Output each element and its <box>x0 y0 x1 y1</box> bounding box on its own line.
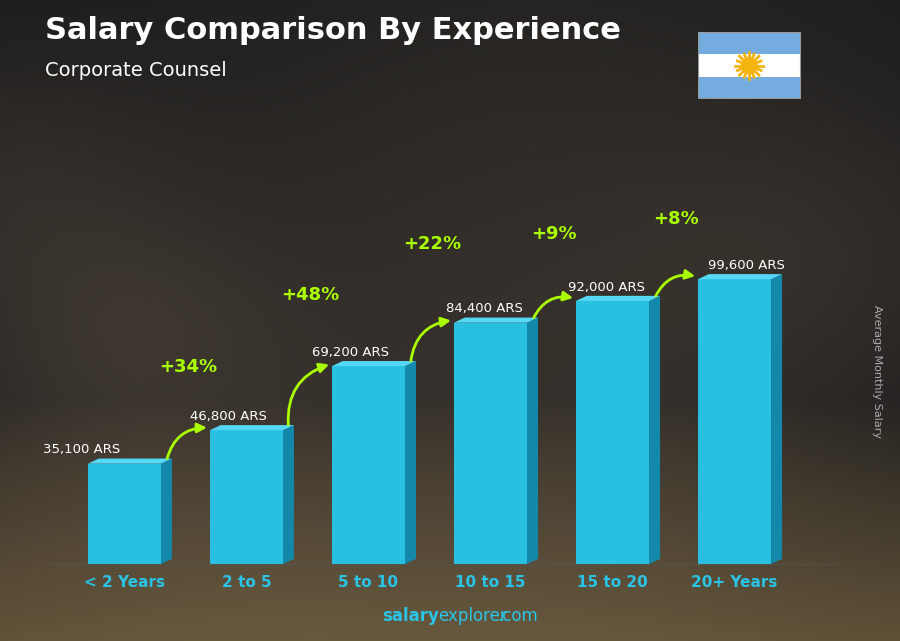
Bar <box>332 366 405 564</box>
Text: Average Monthly Salary: Average Monthly Salary <box>872 305 883 438</box>
Text: +8%: +8% <box>653 210 699 228</box>
Polygon shape <box>454 317 538 322</box>
Text: Corporate Counsel: Corporate Counsel <box>45 61 227 80</box>
Text: 84,400 ARS: 84,400 ARS <box>446 303 523 315</box>
Text: +22%: +22% <box>403 235 461 253</box>
Text: 35,100 ARS: 35,100 ARS <box>43 444 121 456</box>
Bar <box>454 322 527 564</box>
Polygon shape <box>332 361 416 366</box>
Text: explorer: explorer <box>438 607 507 625</box>
Polygon shape <box>405 361 416 564</box>
Text: 99,600 ARS: 99,600 ARS <box>708 259 785 272</box>
Polygon shape <box>283 425 294 564</box>
Text: +48%: +48% <box>281 286 339 304</box>
Text: .com: .com <box>498 607 538 625</box>
Text: 46,800 ARS: 46,800 ARS <box>190 410 266 423</box>
Text: salary: salary <box>382 607 439 625</box>
Text: 69,200 ARS: 69,200 ARS <box>311 345 389 359</box>
Text: 92,000 ARS: 92,000 ARS <box>568 281 645 294</box>
Polygon shape <box>527 317 538 564</box>
Polygon shape <box>771 274 782 564</box>
Text: +9%: +9% <box>531 224 577 243</box>
Bar <box>698 32 801 54</box>
Circle shape <box>742 58 757 74</box>
Bar <box>698 77 801 99</box>
Bar <box>210 430 283 564</box>
Bar <box>576 301 649 564</box>
Polygon shape <box>576 296 660 301</box>
Text: +34%: +34% <box>159 358 217 376</box>
Circle shape <box>743 60 755 72</box>
Bar <box>698 54 801 77</box>
Bar <box>87 463 161 564</box>
Polygon shape <box>87 458 172 463</box>
Bar <box>698 279 771 564</box>
Polygon shape <box>161 458 172 564</box>
Polygon shape <box>649 296 660 564</box>
Polygon shape <box>698 274 782 279</box>
Text: Salary Comparison By Experience: Salary Comparison By Experience <box>45 16 621 45</box>
Polygon shape <box>210 425 294 430</box>
